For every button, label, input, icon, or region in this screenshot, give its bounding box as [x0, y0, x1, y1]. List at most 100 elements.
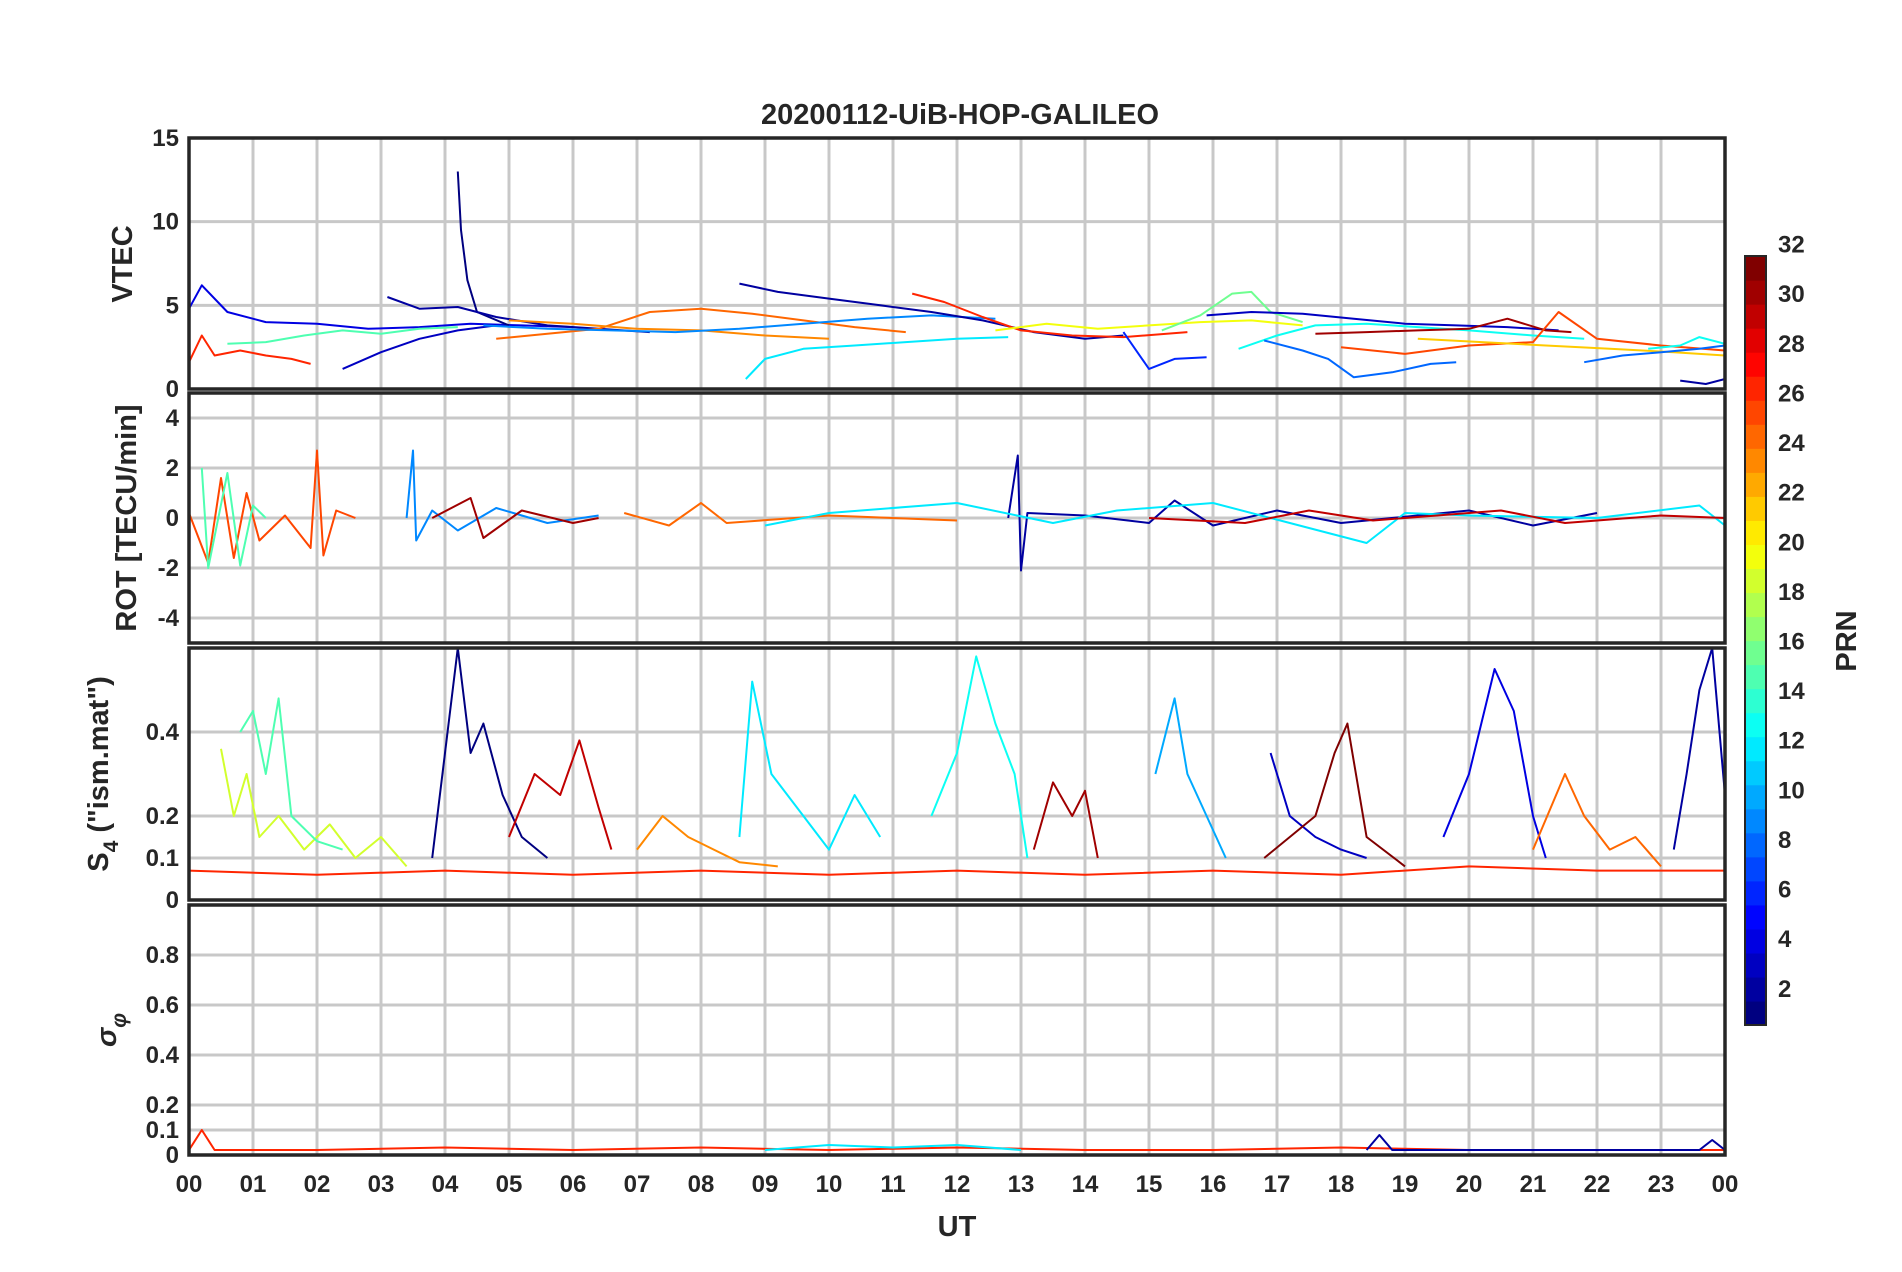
s4-y-ticks: 0 0.1 0.2 0.4	[146, 719, 180, 914]
colorbar-step	[1745, 448, 1766, 473]
colorbar-step	[1745, 352, 1766, 377]
vtec-prn-16-trace	[1161, 290, 1303, 332]
x-tick-label: 10	[816, 1171, 843, 1198]
colorbar-tick-label: 4	[1778, 926, 1792, 953]
colorbar-tick-label: 10	[1778, 777, 1805, 804]
vtec-prn-20-trace	[995, 319, 1303, 332]
sigma-phi-axes-frame	[187, 903, 1727, 1157]
colorbar-tick-label: 28	[1778, 331, 1805, 358]
colorbar-tick-label: 20	[1778, 529, 1805, 556]
colorbar-step	[1745, 280, 1766, 305]
rot-prn-25-trace	[623, 502, 958, 527]
s4-prn-12-trace	[738, 680, 882, 851]
rot-axes-frame	[187, 391, 1727, 645]
colorbar-step	[1745, 688, 1766, 714]
colorbar-step	[1745, 712, 1766, 738]
x-tick-label: 03	[368, 1171, 395, 1198]
vtec-prn-13-trace	[1238, 322, 1585, 350]
s4-panel: 0 0.1 0.2 0.4 S4 ("ism.mat")	[83, 646, 1727, 914]
sigma-phi-y-tick-label: 0.6	[146, 992, 179, 1019]
sigma-phi-y-tick-label: 0.4	[146, 1042, 180, 1069]
x-tick-label: 16	[1200, 1171, 1227, 1198]
s4-prn-3-trace	[1269, 752, 1367, 859]
s4-prn-10-trace	[1154, 697, 1227, 859]
x-tick-label: 14	[1072, 1171, 1099, 1198]
x-tick-label: 01	[240, 1171, 267, 1198]
rot-y-label: ROT [TECU/min]	[111, 404, 143, 631]
colorbar-tick-label: 30	[1778, 281, 1805, 308]
x-tick-label: 15	[1136, 1171, 1163, 1198]
colorbar-gradient	[1745, 256, 1766, 1026]
colorbar-tick-label: 2	[1778, 976, 1791, 1003]
colorbar-tick-label: 12	[1778, 728, 1805, 755]
colorbar-step	[1745, 400, 1766, 425]
colorbar-tick-label: 26	[1778, 380, 1805, 407]
vtec-prn-13-trace	[1648, 336, 1726, 350]
colorbar-step	[1745, 832, 1766, 858]
colorbar-step	[1745, 904, 1766, 930]
colorbar-step	[1745, 376, 1766, 401]
vtec-panel: 0 5 10 15 VTEC	[107, 125, 1727, 403]
x-tick-label: 00	[1712, 1171, 1739, 1198]
chart-title: 20200112-UiB-HOP-GALILEO	[761, 99, 1159, 131]
x-tick-label: 07	[624, 1171, 651, 1198]
rot-y-tick-label: 2	[166, 455, 179, 482]
x-tick-label: 17	[1264, 1171, 1291, 1198]
sigma-phi-y-ticks: 00.10.2 0.4 0.6 0.8	[146, 942, 180, 1169]
s4-prn-25-trace	[1532, 773, 1662, 868]
vtec-prn-2-trace	[1680, 378, 1726, 385]
colorbar-step	[1745, 496, 1766, 521]
colorbar-step	[1745, 328, 1766, 353]
colorbar-step	[1745, 616, 1766, 642]
rot-panel: -4 -2 0 2 4 ROT [TECU/min]	[111, 391, 1727, 645]
s4-prn-4-trace	[1442, 668, 1547, 859]
colorbar-step	[1745, 736, 1766, 762]
sigma-phi-prn-2-trace	[1365, 1134, 1726, 1151]
x-tick-label: 12	[944, 1171, 971, 1198]
s4-prn-13-trace	[930, 655, 1029, 859]
vtec-prn-6-trace	[1122, 331, 1207, 370]
colorbar-frame	[1744, 255, 1767, 1026]
rot-y-tick-label: 0	[166, 505, 179, 532]
colorbar-step	[1745, 304, 1766, 329]
vtec-traces	[188, 171, 1726, 385]
colorbar-step	[1745, 472, 1766, 497]
colorbar-step	[1745, 544, 1766, 570]
vtec-prn-15-trace	[227, 326, 458, 345]
vtec-prn-27-trace	[188, 334, 311, 365]
rot-prn-30-trace	[1148, 509, 1726, 524]
s4-y-tick-label: 0.2	[146, 803, 179, 830]
x-tick-label: 19	[1392, 1171, 1419, 1198]
colorbar-tick-label: 14	[1778, 678, 1805, 705]
vtec-axes-frame	[187, 136, 1727, 391]
vtec-y-label: VTEC	[107, 225, 139, 302]
s4-prn-2-trace	[1672, 647, 1726, 850]
rot-traces	[188, 449, 1726, 572]
s4-prn-31-trace	[1032, 781, 1099, 859]
x-tick-label: 08	[688, 1171, 715, 1198]
x-tick-label: 23	[1648, 1171, 1675, 1198]
colorbar-tick-label: 18	[1778, 579, 1805, 606]
vtec-y-tick-label: 5	[166, 292, 179, 319]
vtec-prn-31-trace	[1315, 317, 1572, 335]
colorbar-tick-label: 16	[1778, 629, 1805, 656]
vtec-prn-1-trace	[456, 171, 510, 327]
x-tick-label: 09	[752, 1171, 779, 1198]
s4-y-tick-label: 0.4	[146, 719, 180, 746]
s4-prn-19-trace	[220, 748, 408, 868]
vtec-prn-9-trace	[483, 314, 996, 334]
colorbar-step	[1745, 640, 1766, 666]
s4-prn-24-trace	[636, 815, 778, 868]
s4-axes-frame	[187, 646, 1727, 902]
colorbar-label: PRN	[1831, 610, 1863, 671]
rot-grid	[189, 393, 1725, 643]
colorbar-step	[1745, 664, 1766, 690]
sigma-phi-panel: 00.10.2 0.4 0.6 0.8 σφ	[91, 903, 1727, 1169]
colorbar-tick-label: 8	[1778, 827, 1791, 854]
x-tick-label: 13	[1008, 1171, 1035, 1198]
sigma-phi-prn-12-trace	[764, 1144, 1022, 1151]
colorbar-step	[1745, 952, 1766, 978]
s4-prn-27-trace	[188, 865, 1725, 876]
colorbar-tick-label: 24	[1778, 430, 1805, 457]
